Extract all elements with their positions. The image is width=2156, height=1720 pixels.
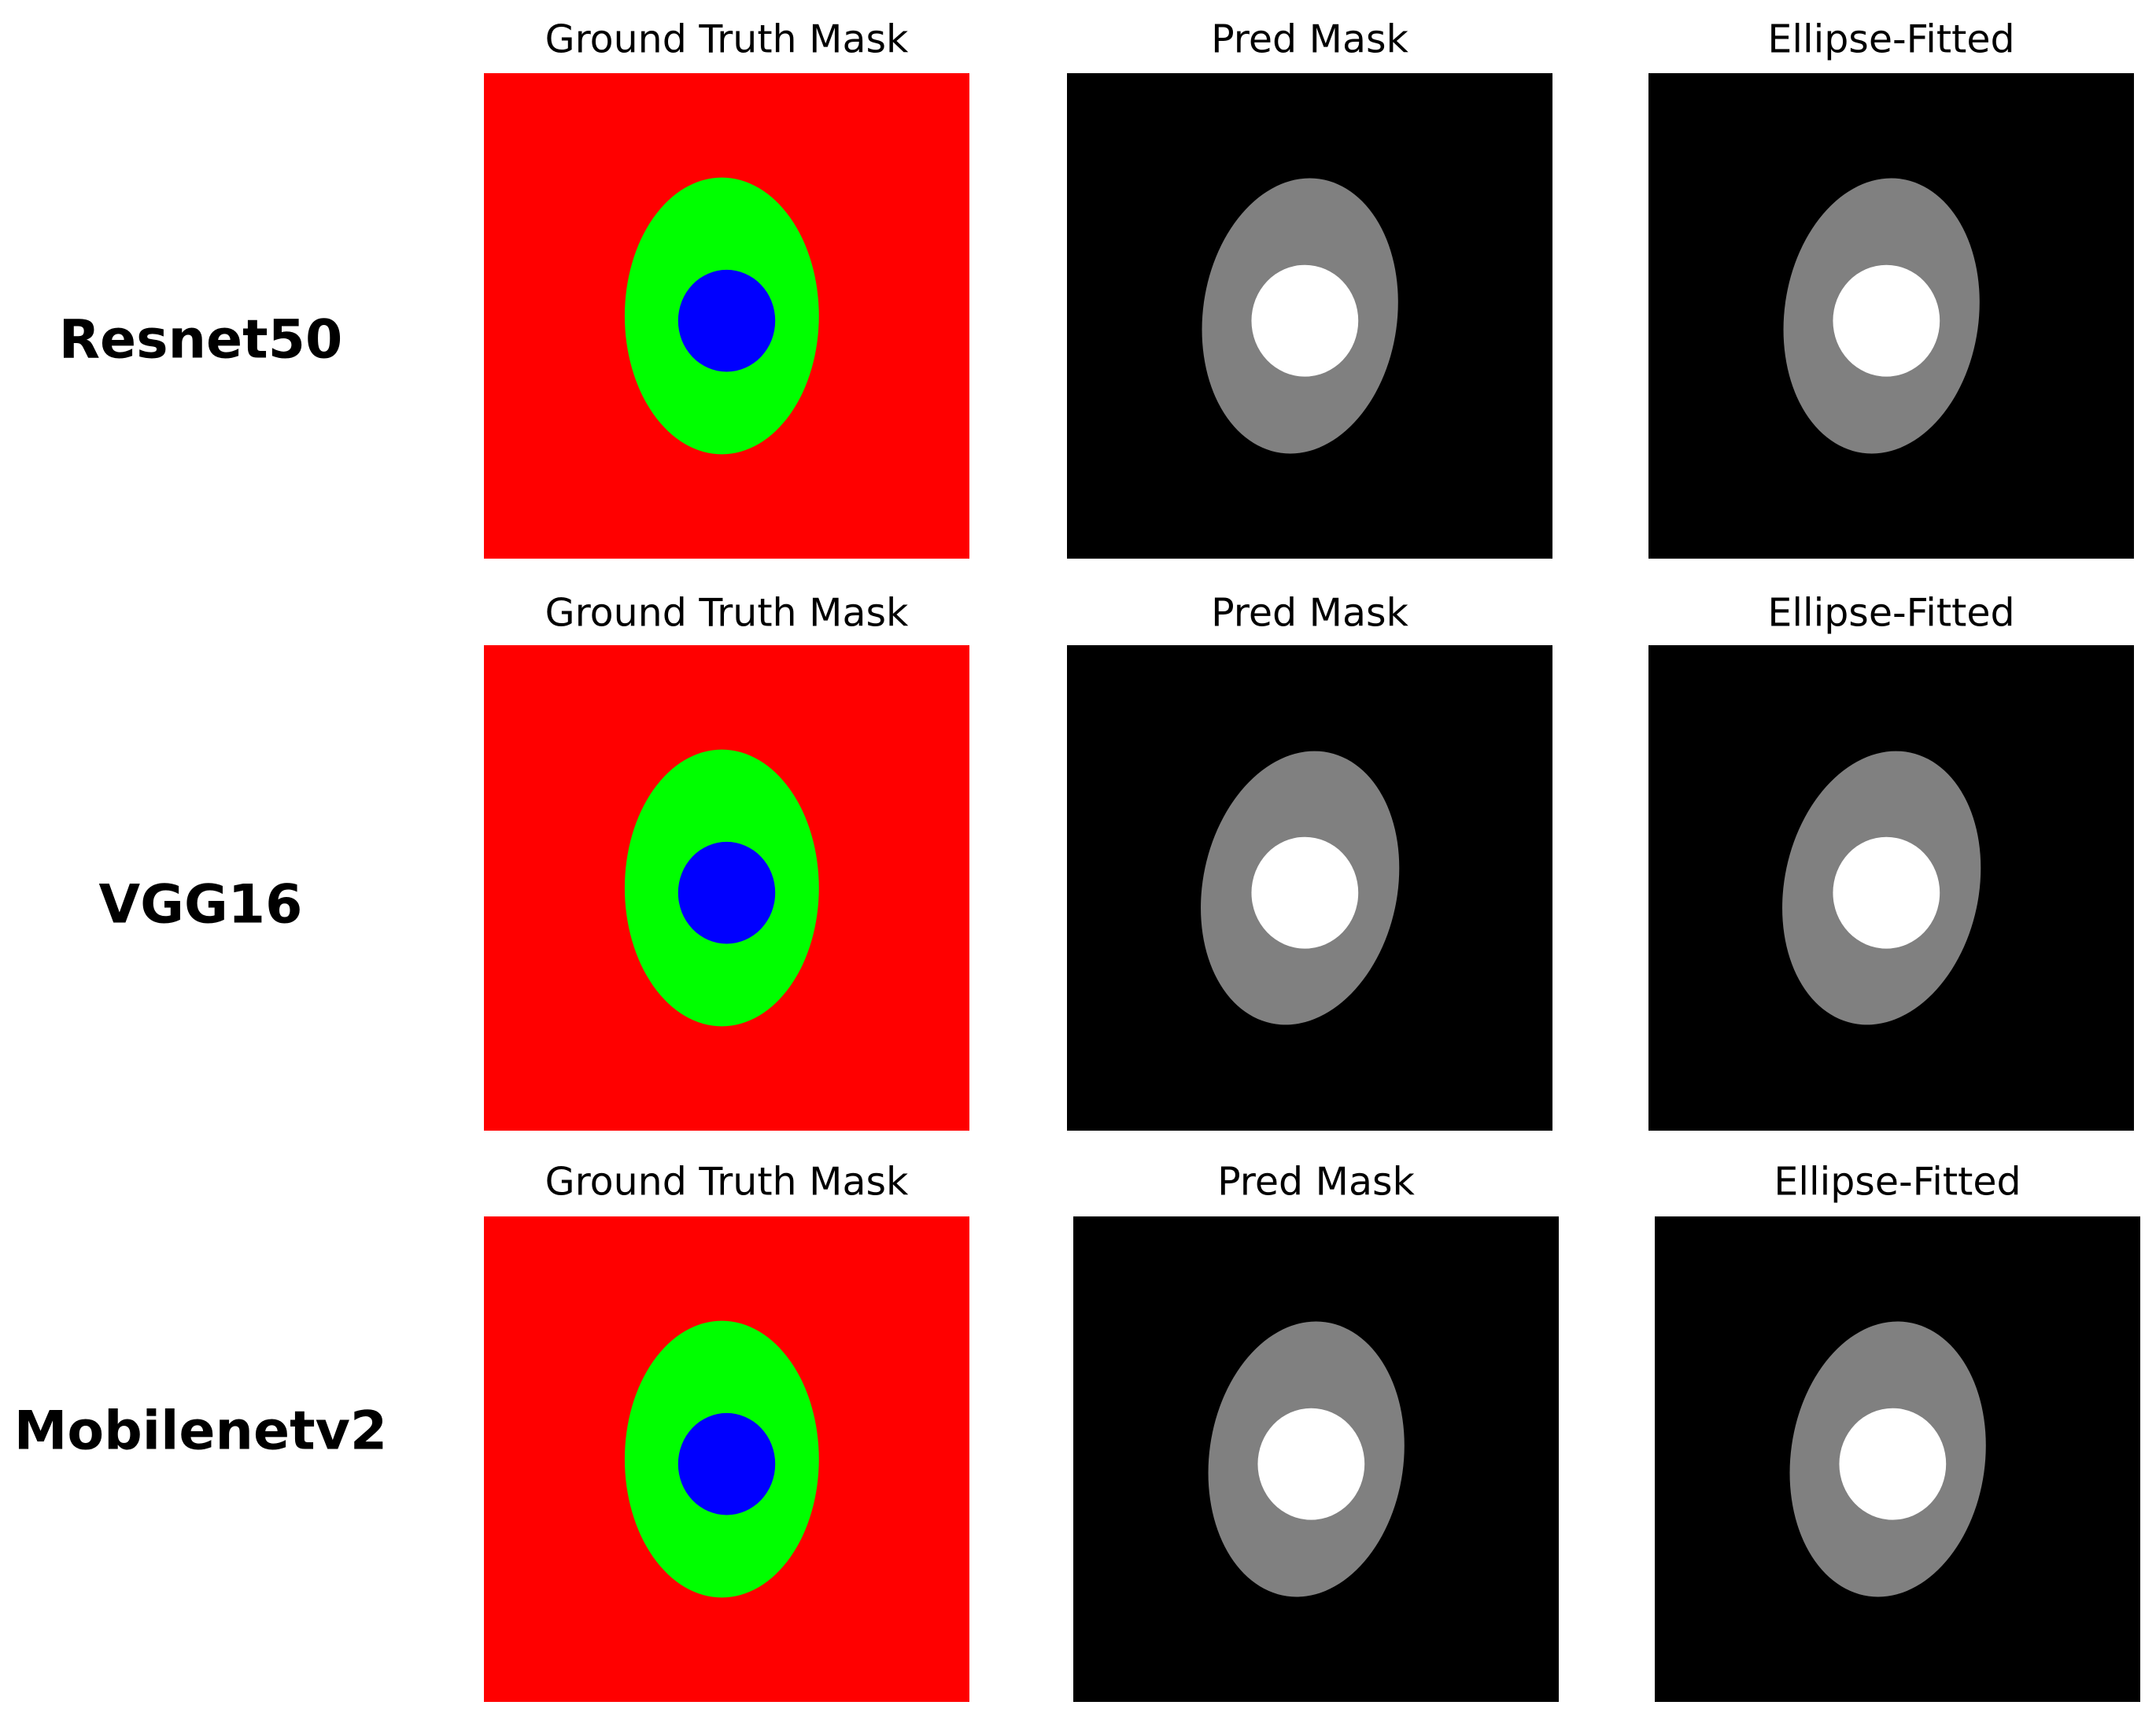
panel-title: Pred Mask — [1211, 591, 1408, 636]
row-label: VGG16 — [99, 874, 303, 936]
panel-title: Ellipse-Fitted — [1767, 17, 2014, 62]
panel-title: Ellipse-Fitted — [1767, 591, 2014, 636]
inner-region — [1839, 1408, 1947, 1520]
inner-region — [677, 1412, 776, 1515]
row-label: Mobilenetv2 — [14, 1401, 387, 1463]
panel-title: Ellipse-Fitted — [1774, 1160, 2021, 1205]
row-label: Resnet50 — [59, 309, 343, 371]
panel-title: Ground Truth Mask — [545, 591, 909, 636]
inner-region — [1833, 836, 1940, 949]
panel-title: Ground Truth Mask — [545, 17, 909, 62]
panel-title: Ground Truth Mask — [545, 1160, 909, 1205]
panel-title: Pred Mask — [1211, 17, 1408, 62]
inner-region — [1257, 1408, 1365, 1520]
inner-region — [1251, 836, 1359, 949]
panel-title: Pred Mask — [1217, 1160, 1415, 1205]
inner-region — [677, 841, 776, 944]
inner-region — [1833, 264, 1940, 377]
inner-region — [677, 269, 776, 372]
inner-region — [1251, 264, 1359, 377]
